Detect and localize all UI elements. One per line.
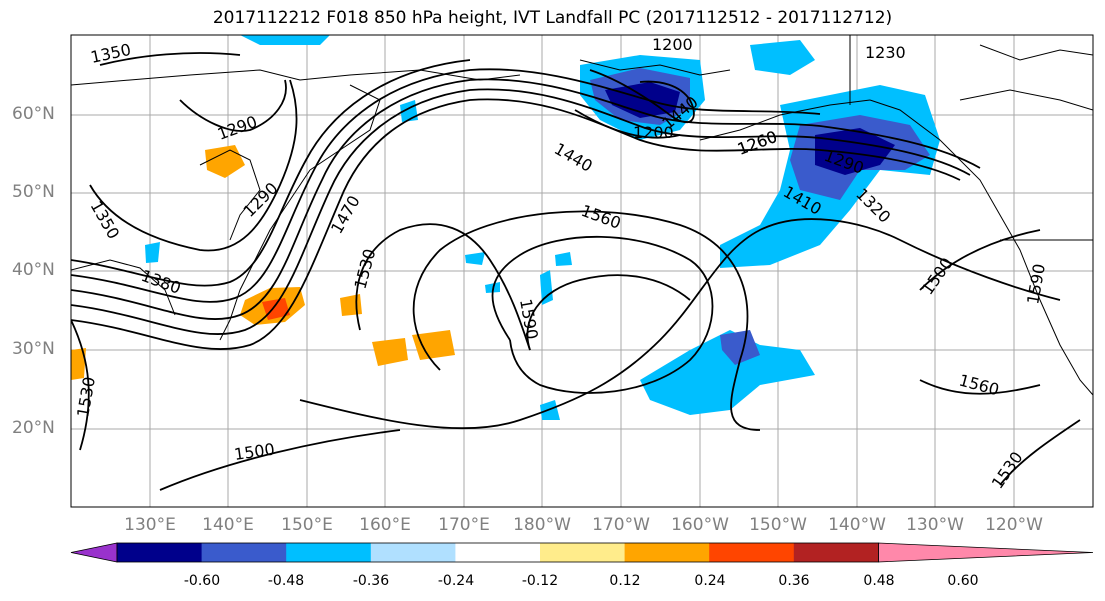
colorbar-segment (709, 543, 795, 562)
colorbar-tick-label: -0.60 (183, 573, 221, 589)
colorbar-segment (201, 543, 287, 562)
map-title: 2017112212 F018 850 hPa height, IVT Land… (212, 8, 893, 28)
colorbar-tick-label: 0.48 (863, 573, 895, 589)
colorbar (70, 542, 1094, 563)
lon-label: 140°E (202, 515, 254, 535)
coastlines (71, 35, 1093, 396)
lat-label: 60°N (12, 104, 55, 124)
colorbar-segment (370, 543, 456, 562)
lon-label: 180°W (513, 515, 571, 535)
colorbar-segment (117, 543, 203, 562)
lon-label: 130°E (124, 515, 176, 535)
lat-label: 40°N (12, 260, 55, 280)
colorbar-segment (455, 543, 541, 562)
shade-pos-siberia (205, 145, 245, 178)
colorbar-border (116, 542, 879, 563)
contour-label: 1200 (652, 35, 693, 54)
colorbar-tick-label: 0.24 (694, 573, 726, 589)
contour-label: 1200 (633, 123, 674, 142)
colorbar-tick-label: -0.12 (521, 573, 559, 589)
shade-pos-4 (71, 348, 86, 380)
height-contours (71, 52, 1081, 491)
shade-south-3 (540, 270, 553, 305)
shade-west-2 (145, 242, 160, 263)
map-border (70, 34, 1094, 508)
shade-top-2 (240, 35, 330, 45)
shade-south-5 (465, 252, 485, 265)
lon-label: 160°W (671, 515, 729, 535)
colorbar-tick-label: -0.36 (352, 573, 390, 589)
shade-south-6 (555, 252, 572, 266)
lat-label: 30°N (12, 339, 55, 359)
lon-label: 150°E (281, 515, 333, 535)
shade-top-1 (750, 40, 815, 75)
colorbar-extend-low (70, 542, 118, 563)
lon-label: 140°W (828, 515, 886, 535)
shade-south-1 (640, 330, 815, 415)
lon-label: 130°W (906, 515, 964, 535)
shade-south-2 (720, 330, 760, 365)
colorbar-tick-label: -0.24 (437, 573, 475, 589)
colorbar-tick-label: -0.48 (267, 573, 305, 589)
colorbar-tick-label: 0.12 (609, 573, 641, 589)
colorbar-segment (793, 543, 879, 562)
lat-label: 50°N (12, 182, 55, 202)
lon-label: 160°E (359, 515, 411, 535)
positive-shading (71, 145, 455, 380)
lon-label: 120°W (985, 515, 1043, 535)
colorbar-tick-label: 0.36 (778, 573, 810, 589)
lon-label: 150°W (749, 515, 807, 535)
lon-label: 170°E (438, 515, 490, 535)
lat-label: 20°N (12, 418, 55, 438)
contour-label: 1230 (865, 43, 906, 62)
shade-pos-2 (412, 330, 455, 360)
shade-pos-1 (372, 338, 408, 366)
colorbar-segment (286, 543, 372, 562)
colorbar-segment (540, 543, 626, 562)
colorbar-segment (624, 543, 710, 562)
lon-label: 170°W (592, 515, 650, 535)
shade-pos-japan-core (262, 298, 290, 320)
colorbar-tick-label: 0.60 (947, 573, 979, 589)
colorbar-extend-high (878, 542, 1094, 563)
